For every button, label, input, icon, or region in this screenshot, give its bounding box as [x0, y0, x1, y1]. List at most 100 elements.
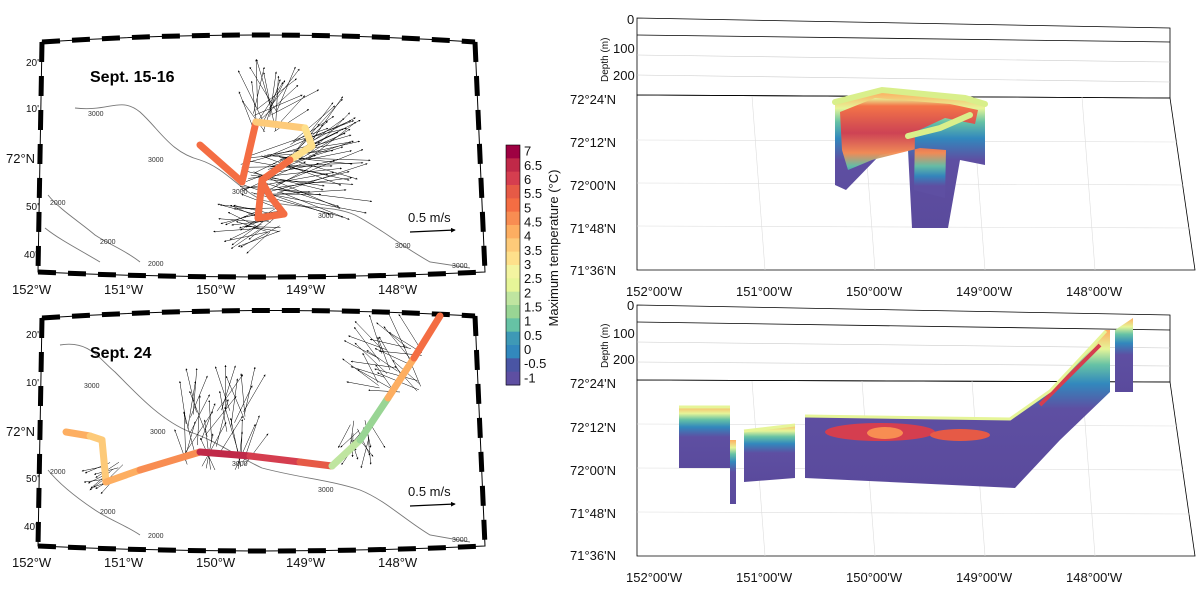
velocity-arrow: [237, 230, 281, 247]
velocity-arrow: [230, 229, 260, 249]
depth-tick: 0: [627, 298, 634, 313]
map-top-border-left: [35, 41, 45, 273]
warm-core-east: [930, 429, 990, 441]
velocity-arrow: [304, 98, 343, 141]
colorbar-tick-label: 5.5: [524, 186, 542, 201]
colorbar-tick-label: 2.5: [524, 271, 542, 286]
gridline: [636, 511, 1191, 515]
velocity-arrow: [383, 326, 412, 361]
velocity-arrow: [275, 149, 364, 185]
gridline: [636, 54, 1171, 63]
lat-tick: 71°36'N: [570, 548, 616, 563]
velocity-arrow: [350, 360, 395, 368]
surface-track-top-b: [905, 112, 973, 139]
isobath-3000-top: [74, 104, 471, 269]
track-segment: [258, 156, 294, 184]
floor-top: [636, 94, 1196, 271]
floor-bottom: [636, 379, 1196, 557]
velocity-arrow: [269, 68, 300, 109]
track-segment: [296, 458, 336, 470]
depth-axis-label: Depth (m): [600, 324, 611, 368]
isobath-label: 2000: [100, 509, 116, 516]
velocity-arrow: [350, 366, 385, 378]
colorbar-tick-label: 4: [524, 229, 531, 244]
map-bottom-border-left: [35, 317, 45, 547]
velocity-arrow: [240, 373, 246, 417]
track-segment: [136, 448, 204, 474]
lat-tick: 72°24'N: [570, 92, 616, 107]
lat-label: 20': [26, 58, 39, 69]
lon-tick: 152°00'W: [626, 570, 683, 585]
isobath-label: 3000: [88, 111, 104, 118]
lon-tick: 148°00'W: [1066, 284, 1123, 299]
track-segment: [196, 448, 254, 460]
lat-label: 50': [26, 474, 39, 485]
lon-label: 148°W: [378, 282, 418, 297]
velocity-arrow: [290, 116, 335, 145]
velocity-arrow: [184, 411, 213, 454]
temp-curtain-warm-top: [840, 98, 978, 198]
colorbar: 76.565.554.543.532.521.510.50-0.5-1 Maxi…: [505, 144, 561, 386]
map-top-border-right: [472, 41, 488, 273]
lon-tick: 150°00'W: [846, 284, 903, 299]
colorbar-ticks: 76.565.554.543.532.521.510.50-0.5-1: [524, 144, 546, 386]
velocity-arrow: [185, 368, 197, 413]
velocity-arrow: [234, 385, 253, 423]
velocity-arrow: [201, 403, 216, 441]
velocity-arrow: [245, 149, 334, 159]
colorbar-swatch: [506, 291, 520, 306]
temp-curtain-c: [744, 424, 795, 482]
gridline: [751, 95, 766, 271]
track-segment: [328, 436, 364, 470]
velocity-arrow: [338, 424, 351, 448]
velocity-arrow: [398, 314, 422, 351]
velocity-arrow: [354, 327, 381, 362]
lon-tick: 151°00'W: [736, 570, 793, 585]
lon-label: 150°W: [196, 282, 236, 297]
velocity-arrow: [308, 140, 354, 157]
velocity-arrow: [297, 102, 334, 150]
velocity-arrow: [386, 309, 405, 349]
velocity-arrow: [261, 155, 342, 186]
velocity-arrow: [238, 91, 255, 130]
isobath-label: 2000: [50, 200, 66, 207]
velocity-arrow: [208, 400, 212, 442]
lat-label: 50': [26, 202, 39, 213]
colorbar-tick-label: 6.5: [524, 158, 542, 173]
gridline: [636, 341, 1171, 349]
track-segment: [98, 436, 110, 486]
velocity-arrow: [190, 375, 208, 418]
velocity-arrow: [237, 431, 243, 469]
isobath-label: 2000: [148, 261, 164, 268]
velocity-arrow: [378, 336, 402, 375]
map-top-border-top: [41, 32, 476, 45]
velocity-arrow: [234, 423, 256, 470]
depth-tick: 100: [613, 41, 635, 56]
scale-arrow-bottom: [409, 501, 456, 507]
velocity-arrow: [377, 336, 391, 371]
track-segment: [246, 452, 304, 466]
map-top: 3000 3000 3000 3000 3000 2000 2000 2000 …: [6, 32, 488, 297]
lon-tick: 148°00'W: [1066, 570, 1123, 585]
depth-box-edge: [636, 34, 1171, 43]
lon-tick: 152°00'W: [626, 284, 683, 299]
velocity-arrow: [374, 348, 409, 365]
temp-curtain-d: [805, 330, 1110, 488]
isobath-label: 3000: [232, 189, 248, 196]
velocity-arrow: [298, 128, 351, 161]
map-bottom-border-bottom: [37, 543, 486, 554]
isobath-2000-top: [47, 194, 141, 263]
track-segment: [410, 312, 444, 362]
scale-label-top: 0.5 m/s: [408, 210, 451, 225]
velocity-arrow: [342, 358, 379, 386]
velocity-arrow: [227, 212, 259, 228]
section-bottom: 0 100 200 Depth (m) 72°24'N 72°12'N 72°0…: [570, 298, 1196, 585]
velocity-arrow: [201, 422, 227, 467]
velocity-arrow: [357, 428, 371, 456]
velocity-arrow: [275, 188, 347, 195]
track-segment: [62, 428, 94, 440]
velocity-arrow: [238, 70, 263, 119]
track-segment: [258, 178, 274, 200]
velocity-arrow: [269, 71, 277, 117]
depth-box-edge: [636, 321, 1171, 331]
